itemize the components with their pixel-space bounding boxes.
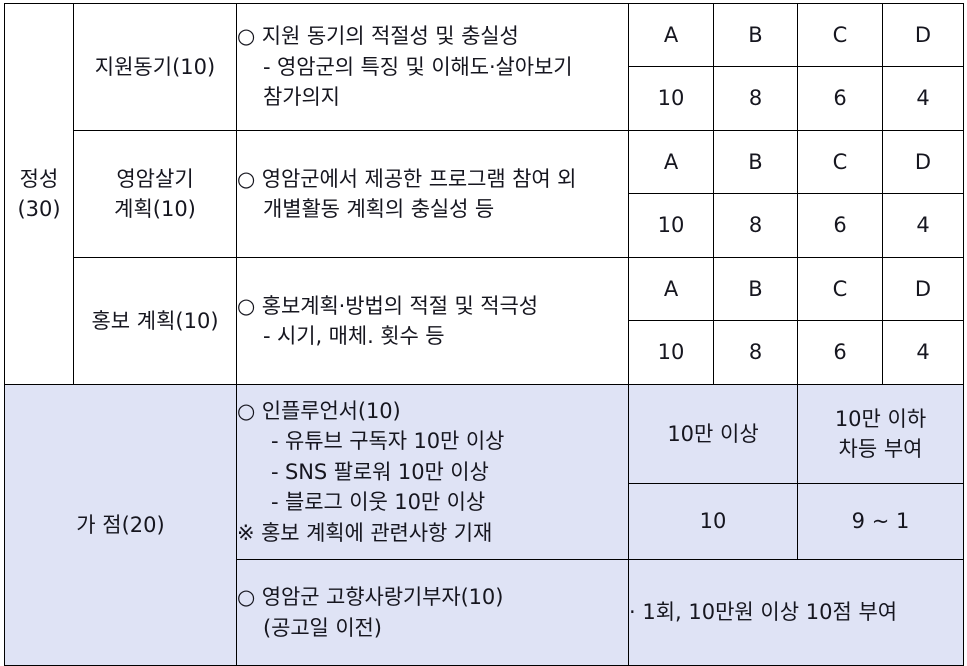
bonus-band-2-label: 10만 이하 차등 부여 bbox=[797, 384, 964, 484]
score-cell-a-living-plan: 10 bbox=[628, 193, 714, 258]
score-cell-c-motivation: 6 bbox=[797, 66, 883, 131]
score-cell-c-promotion-plan: 6 bbox=[797, 320, 883, 385]
score-cell-c-living-plan: 6 bbox=[797, 193, 883, 258]
description-bonus-donation: ○ 영암군 고향사랑기부자(10) (공고일 이전) bbox=[236, 559, 629, 666]
score-cell-a-motivation: 10 bbox=[628, 66, 714, 131]
description-promotion-plan-line2: - 시기, 매체. 횟수 등 bbox=[263, 324, 445, 348]
bonus-band-2-label-line2: 차등 부여 bbox=[838, 437, 923, 461]
grade-cell-d-motivation: D bbox=[882, 3, 964, 67]
evaluation-criteria-table: 정성 (30) 지원동기(10) ○ 지원 동기의 적절성 및 충실성 - 영암… bbox=[4, 3, 964, 666]
table-row-promotion-plan-scores: 10 8 6 4 bbox=[5, 320, 964, 385]
description-promotion-plan: ○ 홍보계획·방법의 적절 및 적극성 - 시기, 매체. 횟수 등 bbox=[236, 257, 629, 385]
score-cell-d-living-plan: 4 bbox=[882, 193, 964, 258]
criterion-promotion-plan-label: 홍보 계획(10) bbox=[91, 308, 219, 333]
description-influencer-line1: ○ 인플루언서(10) bbox=[237, 398, 401, 423]
category-label-qualitative: 정성 (30) bbox=[4, 3, 74, 385]
description-promotion-plan-line1: ○ 홍보계획·방법의 적절 및 적극성 bbox=[237, 293, 538, 318]
criterion-motivation: 지원동기(10) bbox=[73, 3, 237, 131]
table-row-bonus-influencer-bands: 가 점(20) ○ 인플루언서(10) - 유튜브 구독자 10만 이상 - S… bbox=[4, 384, 964, 666]
grade-cell-b-promotion-plan: B bbox=[713, 257, 798, 321]
evaluation-table-sheet: 정성 (30) 지원동기(10) ○ 지원 동기의 적절성 및 충실성 - 영암… bbox=[4, 3, 964, 666]
criterion-living-plan-line1: 영암살기 bbox=[116, 166, 194, 191]
bonus-donation-note: · 1회, 10만원 이상 10점 부여 bbox=[628, 559, 964, 666]
criterion-motivation-label: 지원동기(10) bbox=[94, 54, 216, 79]
score-cell-b-promotion-plan: 8 bbox=[713, 320, 798, 385]
grade-cell-d-living-plan: D bbox=[882, 130, 964, 194]
description-living-plan-line1: ○ 영암군에서 제공한 프로그램 참여 외 bbox=[237, 166, 577, 191]
criterion-living-plan-line2: 계획(10) bbox=[114, 197, 196, 221]
criterion-living-plan: 영암살기 계획(10) bbox=[73, 130, 237, 258]
bonus-band-1-label-line1: 10만 이상 bbox=[667, 421, 759, 446]
description-motivation-line3: 참가의지 bbox=[263, 85, 340, 110]
table-row-living-plan-grades: 영암살기 계획(10) ○ 영암군에서 제공한 프로그램 참여 외 개별활동 계… bbox=[5, 130, 964, 258]
score-cell-d-promotion-plan: 4 bbox=[882, 320, 964, 385]
description-bonus-influencer: ○ 인플루언서(10) - 유튜브 구독자 10만 이상 - SNS 팔로워 1… bbox=[236, 384, 629, 560]
description-motivation-line2: - 영암군의 특징 및 이해도·살아보기 bbox=[263, 54, 573, 79]
bonus-band-1-label: 10만 이상 bbox=[628, 384, 798, 484]
description-influencer-line3: - SNS 팔로워 10만 이상 bbox=[271, 459, 489, 484]
criterion-promotion-plan: 홍보 계획(10) bbox=[73, 257, 237, 385]
grade-cell-b-living-plan: B bbox=[713, 130, 798, 194]
description-living-plan-line2: 개별활동 계획의 충실성 등 bbox=[263, 197, 495, 221]
score-cell-d-motivation: 4 bbox=[882, 66, 964, 131]
table-row-living-plan-scores: 10 8 6 4 bbox=[5, 193, 964, 258]
description-donation-line1: ○ 영암군 고향사랑기부자(10) bbox=[237, 585, 504, 610]
description-influencer-line4: - 블로그 이웃 10만 이상 bbox=[271, 490, 486, 515]
table-row-motivation-grades: 정성 (30) 지원동기(10) ○ 지원 동기의 적절성 및 충실성 - 영암… bbox=[4, 3, 964, 385]
category-qualitative-line2: (30) bbox=[17, 197, 61, 221]
score-cell-b-living-plan: 8 bbox=[713, 193, 798, 258]
bonus-band-2-score: 9 ~ 1 bbox=[797, 483, 964, 560]
grade-cell-a-promotion-plan: A bbox=[628, 257, 714, 321]
table-row-motivation-scores: 10 8 6 4 bbox=[5, 66, 964, 131]
description-living-plan: ○ 영암군에서 제공한 프로그램 참여 외 개별활동 계획의 충실성 등 bbox=[236, 130, 629, 258]
grade-cell-c-motivation: C bbox=[797, 3, 883, 67]
description-motivation: ○ 지원 동기의 적절성 및 충실성 - 영암군의 특징 및 이해도·살아보기 … bbox=[236, 3, 629, 131]
grade-cell-c-promotion-plan: C bbox=[797, 257, 883, 321]
table-row-bonus-influencer-scores: 10 9 ~ 1 bbox=[5, 483, 964, 560]
grade-cell-d-promotion-plan: D bbox=[882, 257, 964, 321]
bonus-band-2-label-line1: 10만 이하 bbox=[834, 406, 927, 431]
grade-cell-a-motivation: A bbox=[628, 3, 714, 67]
category-label-bonus: 가 점(20) bbox=[4, 384, 237, 666]
bonus-band-1-score: 10 bbox=[628, 483, 798, 560]
grade-cell-b-motivation: B bbox=[713, 3, 798, 67]
score-cell-b-motivation: 8 bbox=[713, 66, 798, 131]
description-influencer-line5: ※ 홍보 계획에 관련사항 기재 bbox=[237, 520, 493, 545]
grade-cell-c-living-plan: C bbox=[797, 130, 883, 194]
description-motivation-line1: ○ 지원 동기의 적절성 및 충실성 bbox=[237, 24, 519, 49]
table-row-bonus-hometown-donation: ○ 영암군 고향사랑기부자(10) (공고일 이전) · 1회, 10만원 이상… bbox=[5, 559, 964, 666]
description-influencer-line2: - 유튜브 구독자 10만 이상 bbox=[271, 429, 505, 454]
category-bonus-label: 가 점(20) bbox=[76, 512, 165, 537]
grade-cell-a-living-plan: A bbox=[628, 130, 714, 194]
category-qualitative-line1: 정성 bbox=[19, 166, 59, 191]
table-row-promotion-plan-grades: 홍보 계획(10) ○ 홍보계획·방법의 적절 및 적극성 - 시기, 매체. … bbox=[5, 257, 964, 385]
description-donation-line2: (공고일 이전) bbox=[263, 615, 382, 640]
score-cell-a-promotion-plan: 10 bbox=[628, 320, 714, 385]
